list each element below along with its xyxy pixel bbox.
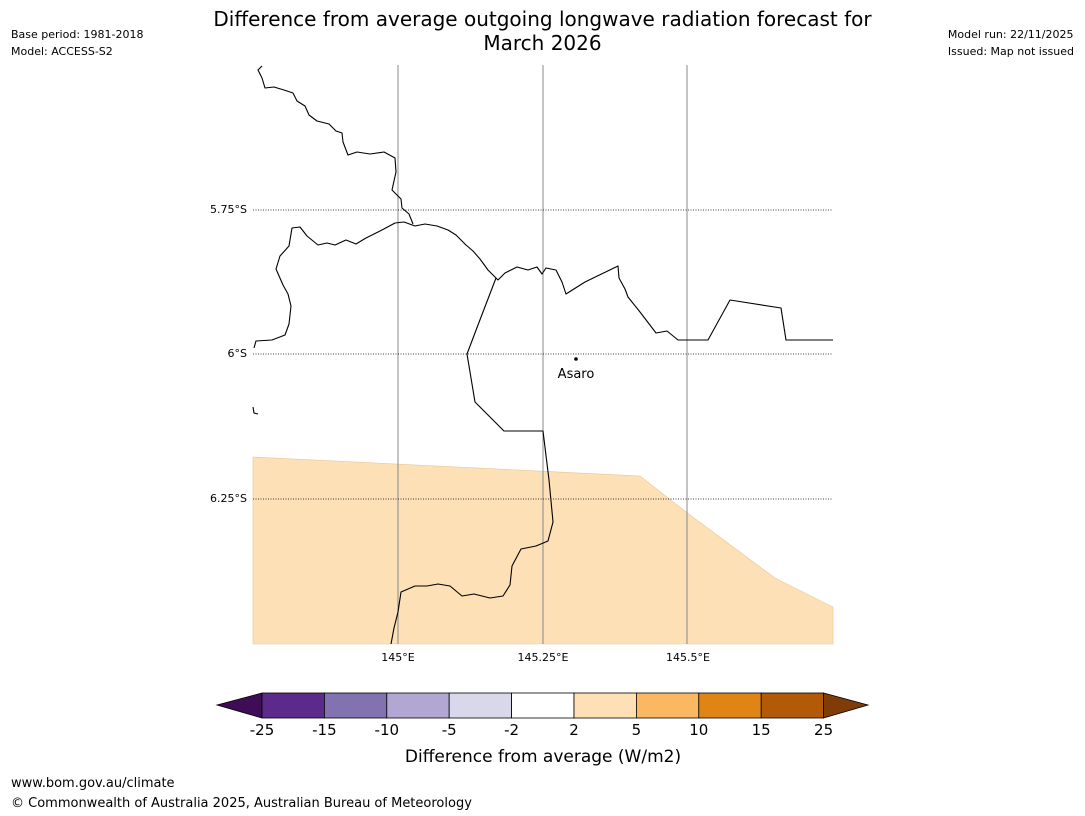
lon-label-145-5e: 145.5°E (666, 651, 710, 664)
model-name: Model: ACCESS-S2 (11, 45, 113, 58)
colorbar-tick-label: 10 (689, 721, 708, 739)
colorbar-bin (698, 692, 762, 719)
lon-label-145e: 145°E (381, 651, 414, 664)
colorbar-tick-label: -10 (375, 721, 400, 739)
colorbar-tick-label: -15 (312, 721, 337, 739)
colorbar-bin (386, 692, 450, 719)
forecast-metadata-right: Model run: 22/11/2025 Issued: Map not is… (948, 26, 1074, 60)
colorbar-extend-low (215, 692, 263, 719)
boundary-central (253, 221, 833, 349)
boundary-north (257, 65, 414, 225)
lon-label-145-25e: 145.25°E (518, 651, 569, 664)
issued-status: Issued: Map not issued (947, 45, 1074, 58)
colorbar-bin (448, 692, 513, 719)
colorbar-tick-label: -2 (504, 721, 519, 739)
forecast-metadata-left: Base period: 1981-2018 Model: ACCESS-S2 (11, 26, 143, 60)
lat-label-6s: 6°S (228, 347, 247, 360)
colorbar-bin (636, 692, 700, 719)
colorbar-bin (511, 692, 575, 719)
map-title: Difference from average outgoing longwav… (0, 7, 1085, 55)
colorbar-bin (760, 692, 825, 719)
title-line-1: Difference from average outgoing longwav… (213, 7, 872, 31)
lat-label-6-25s: 6.25°S (210, 492, 247, 505)
model-run: Model run: 22/11/2025 (947, 28, 1074, 41)
base-period: Base period: 1981-2018 (11, 28, 144, 41)
colorbar-bin (261, 692, 325, 719)
colorbar-tick-label: 15 (752, 721, 771, 739)
map-panel: Asaro 5.75°S 6°S 6.25°S 145°E 145.25°E 1… (210, 65, 834, 664)
colorbar-bin (573, 692, 637, 719)
boundary-south (390, 277, 554, 645)
colorbar-extend-high (823, 692, 870, 719)
footer-url: www.bom.gov.au/climate (11, 776, 175, 791)
province-boundaries (252, 65, 833, 645)
colorbar-tick-label: 2 (569, 721, 579, 739)
colorbar-tick-label: 5 (632, 721, 642, 739)
colorbar-bin (323, 692, 388, 719)
colorbar-label: Difference from average (W/m2) (405, 747, 681, 767)
colorbar: -25 -15 -10 -5 -2 2 5 10 15 25 Differenc… (215, 692, 870, 767)
title-line-2: March 2026 (483, 31, 602, 55)
asaro-label: Asaro (558, 367, 595, 382)
colorbar-tick-label: 25 (814, 721, 833, 739)
asaro-marker (574, 357, 578, 361)
colorbar-tick-label: -5 (442, 721, 457, 739)
footer-copyright: © Commonwealth of Australia 2025, Austra… (11, 796, 472, 811)
colorbar-tick-label: -25 (250, 721, 275, 739)
boundary-fragment (252, 406, 259, 415)
lat-label-5-75s: 5.75°S (210, 203, 247, 216)
footer: www.bom.gov.au/climate © Commonwealth of… (11, 774, 472, 814)
